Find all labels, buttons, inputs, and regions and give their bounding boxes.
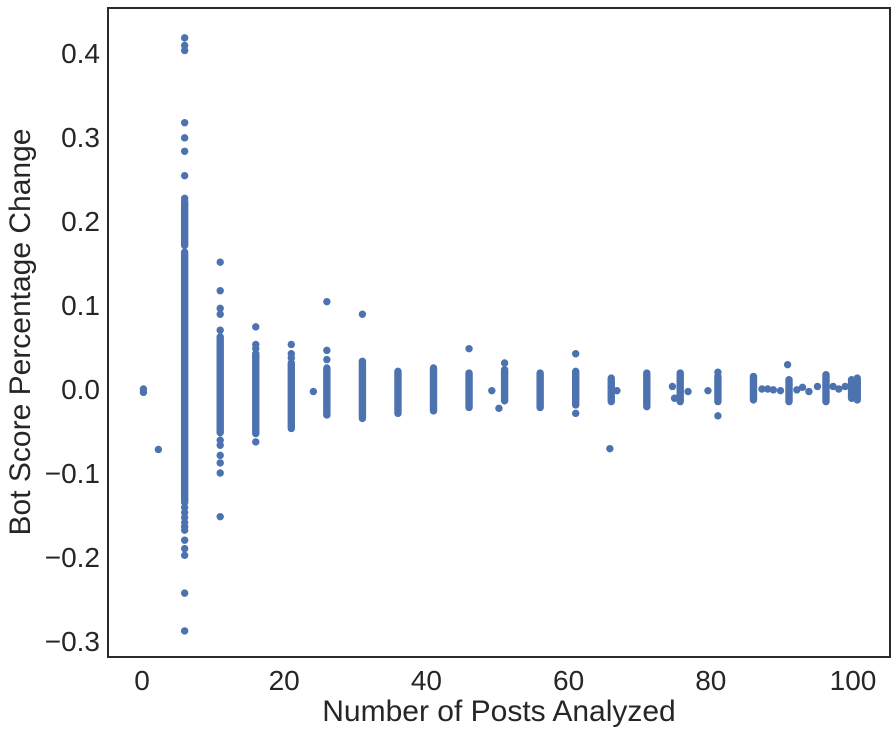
data-point bbox=[180, 171, 189, 180]
plot-border bbox=[107, 7, 891, 658]
data-point bbox=[488, 386, 496, 395]
y-axis-label: Bot Score Percentage Change bbox=[4, 128, 37, 536]
data-point bbox=[358, 310, 367, 318]
data-point bbox=[154, 445, 163, 454]
data-point bbox=[572, 409, 580, 418]
data-point bbox=[216, 459, 224, 467]
y-tick-label: 0.4 bbox=[61, 38, 100, 69]
data-point bbox=[180, 34, 189, 42]
data-point bbox=[841, 382, 849, 391]
data-point bbox=[180, 46, 189, 55]
data-point bbox=[180, 134, 189, 142]
x-axis-label: Number of Posts Analyzed bbox=[322, 695, 676, 728]
y-tick-label: −0.2 bbox=[45, 542, 100, 573]
data-point bbox=[684, 387, 692, 396]
data-point bbox=[180, 589, 189, 597]
data-point bbox=[252, 344, 260, 353]
x-tick-label: 100 bbox=[830, 665, 877, 696]
data-point bbox=[216, 451, 224, 460]
data-point bbox=[714, 368, 722, 376]
x-tick-label: 20 bbox=[269, 665, 300, 696]
x-tick-label: 60 bbox=[553, 665, 584, 696]
data-point bbox=[252, 438, 260, 446]
y-tick-label: −0.1 bbox=[45, 458, 100, 489]
data-point bbox=[805, 387, 813, 396]
data-point bbox=[216, 258, 224, 266]
data-point bbox=[495, 404, 503, 413]
data-point bbox=[813, 382, 822, 391]
data-point bbox=[216, 469, 224, 477]
y-tick-label: 0.1 bbox=[61, 290, 100, 321]
data-point bbox=[287, 340, 296, 349]
data-point bbox=[783, 360, 792, 369]
data-point bbox=[613, 386, 621, 395]
data-point bbox=[323, 297, 331, 306]
data-point bbox=[465, 344, 473, 353]
data-point bbox=[500, 359, 509, 367]
data-point bbox=[714, 412, 722, 420]
data-point bbox=[776, 386, 785, 395]
data-point bbox=[180, 551, 189, 560]
data-point bbox=[798, 383, 807, 392]
data-point bbox=[704, 386, 712, 395]
data-point bbox=[216, 326, 224, 334]
x-tick-label: 0 bbox=[134, 665, 150, 696]
data-point bbox=[252, 323, 260, 331]
data-point bbox=[180, 627, 189, 635]
data-point bbox=[763, 385, 772, 393]
data-point bbox=[216, 512, 224, 521]
data-point bbox=[758, 385, 766, 393]
x-tick-label: 40 bbox=[411, 665, 442, 696]
data-point bbox=[668, 382, 677, 391]
data-point bbox=[287, 354, 296, 362]
data-point bbox=[829, 382, 837, 391]
data-point bbox=[216, 304, 224, 313]
data-point bbox=[139, 388, 148, 397]
data-point bbox=[643, 369, 651, 377]
data-point bbox=[216, 441, 224, 449]
data-point bbox=[793, 386, 801, 394]
data-point bbox=[180, 536, 189, 544]
x-tick-label: 80 bbox=[695, 665, 726, 696]
data-point bbox=[180, 119, 189, 127]
data-point bbox=[180, 194, 189, 203]
data-point bbox=[180, 526, 189, 534]
y-tick-label: 0.0 bbox=[61, 374, 100, 405]
data-point bbox=[216, 310, 224, 318]
data-point bbox=[670, 394, 679, 402]
data-point bbox=[216, 287, 224, 295]
data-point bbox=[323, 355, 331, 364]
data-point bbox=[572, 350, 580, 358]
data-point bbox=[769, 386, 778, 394]
data-point bbox=[323, 346, 331, 355]
y-tick-label: −0.3 bbox=[45, 626, 100, 657]
data-point bbox=[180, 147, 189, 155]
data-point bbox=[835, 385, 843, 393]
data-point bbox=[180, 544, 189, 553]
y-tick-label: 0.3 bbox=[61, 122, 100, 153]
data-point bbox=[309, 387, 318, 396]
y-tick-label: 0.2 bbox=[61, 206, 100, 237]
data-point bbox=[606, 444, 614, 453]
